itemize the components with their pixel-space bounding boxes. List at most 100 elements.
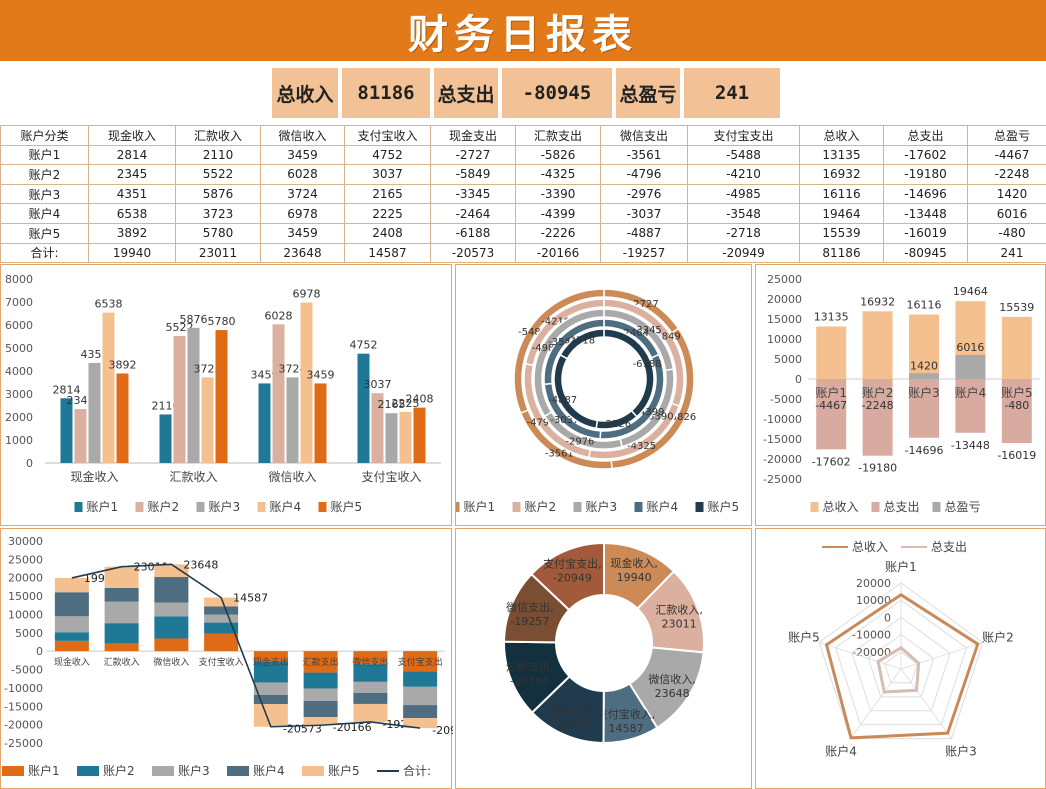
- table-cell[interactable]: 账户5: [0, 222, 89, 244]
- table-cell[interactable]: 19464: [799, 203, 884, 224]
- table-cell[interactable]: -2727: [430, 144, 516, 166]
- table-cell[interactable]: -5826: [515, 144, 601, 166]
- table-header[interactable]: 支付宝支出: [687, 125, 800, 146]
- table-cell[interactable]: 5780: [175, 222, 261, 244]
- table-cell[interactable]: -2976: [600, 183, 688, 205]
- table-cell[interactable]: 1420: [967, 183, 1046, 205]
- table-cell[interactable]: -2464: [430, 203, 516, 224]
- stacked-segment: [253, 661, 288, 683]
- table-cell[interactable]: -3561: [600, 144, 688, 166]
- table-cell[interactable]: 账户4: [0, 203, 89, 224]
- table-cell[interactable]: -3345: [430, 183, 516, 205]
- table-cell[interactable]: 3037: [344, 164, 431, 185]
- table-cell[interactable]: -4887: [600, 222, 688, 244]
- total-income-label: 总收入: [272, 68, 338, 118]
- table-cell[interactable]: -2248: [967, 164, 1046, 185]
- table-cell[interactable]: 3723: [175, 203, 261, 224]
- table-cell[interactable]: -2226: [515, 222, 601, 244]
- table-header[interactable]: 总盈亏: [967, 125, 1046, 146]
- table-cell[interactable]: -20949: [687, 242, 800, 264]
- data-label: -13448: [951, 439, 990, 452]
- table-cell[interactable]: 3892: [88, 222, 176, 244]
- table-cell[interactable]: -4210: [687, 164, 800, 185]
- table-cell[interactable]: 23648: [260, 242, 345, 264]
- table-cell[interactable]: 16932: [799, 164, 884, 185]
- stacked-segment: [104, 643, 139, 652]
- table-cell[interactable]: -4467: [967, 144, 1046, 166]
- table-header[interactable]: 总支出: [883, 125, 968, 146]
- table-cell[interactable]: -20573: [430, 242, 516, 264]
- table-cell[interactable]: -3037: [600, 203, 688, 224]
- table-cell[interactable]: -17602: [883, 144, 968, 166]
- y-tick-label: 3000: [5, 388, 33, 401]
- table-cell[interactable]: -2718: [687, 222, 800, 244]
- table-header[interactable]: 总收入: [799, 125, 884, 146]
- table-cell[interactable]: 19940: [88, 242, 176, 264]
- table-cell[interactable]: 23011: [175, 242, 261, 264]
- table-cell[interactable]: -6188: [430, 222, 516, 244]
- table-header[interactable]: 账户分类: [0, 125, 89, 146]
- table-cell[interactable]: 2165: [344, 183, 431, 205]
- table-header[interactable]: 汇款收入: [175, 125, 261, 146]
- table-cell[interactable]: -16019: [883, 222, 968, 244]
- data-label: -5849: [652, 331, 681, 342]
- table-cell[interactable]: 2225: [344, 203, 431, 224]
- table-cell[interactable]: -5849: [430, 164, 516, 185]
- table-cell[interactable]: -480: [967, 222, 1046, 244]
- total-expense-value[interactable]: -80945: [502, 68, 612, 118]
- table-cell[interactable]: 3724: [260, 183, 345, 205]
- table-header[interactable]: 支付宝收入: [344, 125, 431, 146]
- table-cell[interactable]: -3390: [515, 183, 601, 205]
- table-cell[interactable]: 2408: [344, 222, 431, 244]
- table-cell[interactable]: -4399: [515, 203, 601, 224]
- total-profit-value[interactable]: 241: [684, 68, 780, 118]
- table-cell[interactable]: -4325: [515, 164, 601, 185]
- table-header[interactable]: 现金收入: [88, 125, 176, 146]
- table-cell[interactable]: 6028: [260, 164, 345, 185]
- table-cell[interactable]: 2110: [175, 144, 261, 166]
- table-cell[interactable]: -19180: [883, 164, 968, 185]
- radar-axis-label: 账户1: [885, 559, 917, 574]
- table-cell[interactable]: 4752: [344, 144, 431, 166]
- table-cell[interactable]: -19257: [600, 242, 688, 264]
- table-cell[interactable]: 14587: [344, 242, 431, 264]
- table-cell[interactable]: 81186: [799, 242, 884, 264]
- table-cell[interactable]: 241: [967, 242, 1046, 264]
- ring-segment: [543, 318, 605, 386]
- table-cell[interactable]: -80945: [883, 242, 968, 264]
- table-cell[interactable]: -14696: [883, 183, 968, 205]
- table-header[interactable]: 汇款支出: [515, 125, 601, 146]
- table-cell[interactable]: 6016: [967, 203, 1046, 224]
- table-cell[interactable]: 账户3: [0, 183, 89, 205]
- table-cell[interactable]: 6538: [88, 203, 176, 224]
- table-cell[interactable]: 2814: [88, 144, 176, 166]
- total-income-value[interactable]: 81186: [342, 68, 430, 118]
- table-cell[interactable]: -5488: [687, 144, 800, 166]
- table-cell[interactable]: 6978: [260, 203, 345, 224]
- table-header[interactable]: 微信支出: [600, 125, 688, 146]
- table-cell[interactable]: 3459: [260, 144, 345, 166]
- table-cell[interactable]: -20166: [515, 242, 601, 264]
- table-header[interactable]: 现金支出: [430, 125, 516, 146]
- table-cell[interactable]: -13448: [883, 203, 968, 224]
- table-cell[interactable]: 合计:: [0, 242, 89, 264]
- radar-tick-label: -10000: [852, 629, 891, 642]
- y-tick-label: 8000: [5, 273, 33, 286]
- table-header[interactable]: 微信收入: [260, 125, 345, 146]
- table-cell[interactable]: 5522: [175, 164, 261, 185]
- table-cell[interactable]: 3459: [260, 222, 345, 244]
- legend-label: 账户5: [328, 763, 360, 778]
- table-cell[interactable]: 账户1: [0, 144, 89, 166]
- table-cell[interactable]: 15539: [799, 222, 884, 244]
- table-cell[interactable]: -3548: [687, 203, 800, 224]
- table-cell[interactable]: 16116: [799, 183, 884, 205]
- table-cell[interactable]: -4796: [600, 164, 688, 185]
- table-cell[interactable]: 13135: [799, 144, 884, 166]
- table-cell[interactable]: 4351: [88, 183, 176, 205]
- table-cell[interactable]: -4985: [687, 183, 800, 205]
- table-cell[interactable]: 2345: [88, 164, 176, 185]
- data-label: -2718: [566, 335, 595, 346]
- table-cell[interactable]: 5876: [175, 183, 261, 205]
- table-cell[interactable]: 账户2: [0, 164, 89, 185]
- slice-value-label: 14587: [608, 722, 643, 735]
